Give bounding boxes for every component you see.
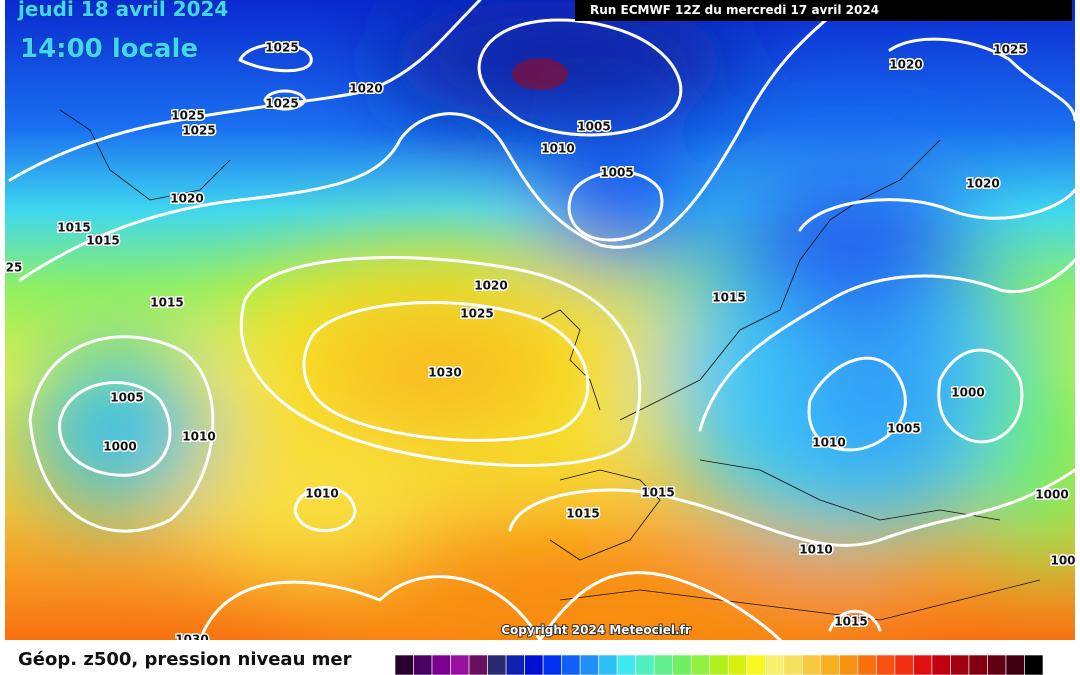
color-bar [394,654,1044,675]
color-swatch [1005,654,1025,675]
isobar-label: 1015 [834,615,867,629]
isobar-label: 1005 [887,422,920,436]
isobar-label: 1010 [541,142,574,156]
isobar-label: 100 [1050,554,1075,568]
isobar-label: 1030 [428,366,461,380]
isobar-label: 1025 [460,307,493,321]
isobar-label: 1000 [951,386,984,400]
color-swatch [857,654,877,675]
run-banner [575,0,1072,21]
isobar-label: 1015 [57,221,90,235]
isobar-label: 1005 [600,166,633,180]
run-label: Run ECMWF 12Z du mercredi 17 avril 2024 [590,3,879,17]
isobar-label: 1010 [305,487,338,501]
color-swatch [561,654,581,675]
color-swatch [505,654,525,675]
color-swatch [1024,654,1044,675]
date-label: jeudi 18 avril 2024 [17,0,228,21]
coastlines [59,109,1041,621]
isobar-label: 1025 [993,43,1026,57]
color-swatch [839,654,859,675]
color-swatch [542,654,562,675]
isobar-label: 1005 [577,120,610,134]
isobar-labels: 1025 1025 1020 1025 1025 1020 1015 1015 … [4,39,1077,648]
color-swatch [987,654,1007,675]
isobar-label: 1025 [265,41,298,55]
color-swatch [653,654,674,675]
color-swatch [450,654,470,675]
color-swatch [413,654,433,675]
isobar-label: 1000 [103,440,136,454]
color-swatch [746,654,766,675]
isobar-label: 1005 [110,391,143,405]
isobar-label: 1020 [966,177,999,191]
isobar-label: 1020 [349,82,382,96]
isobar-label: 1015 [712,291,745,305]
color-swatch [913,654,933,675]
color-swatch [950,654,970,675]
isobar-label: 1010 [812,436,845,450]
color-swatch [431,654,451,675]
color-swatch [894,654,914,675]
color-swatch [709,654,729,675]
isobar-label: 1025 [265,97,298,111]
color-swatch [468,654,488,675]
color-swatch [931,654,951,675]
color-swatch [672,654,692,675]
isobar-label: 1000 [1035,488,1068,502]
isobar-label: 1020 [170,192,203,206]
isobar-label: 1025 [171,109,204,123]
color-swatch [802,654,822,675]
isobar-label: 1020 [474,279,507,293]
color-swatch [524,654,544,675]
color-swatch [968,654,988,675]
color-swatch [394,654,414,675]
map-field [5,0,1075,640]
isobar-label: 1015 [150,296,183,310]
isobar-label: 1015 [641,486,674,500]
isobar-label: 1015 [86,234,119,248]
isobar-label: 1025 [182,124,215,138]
isobars [8,0,1075,640]
color-swatch [690,654,711,675]
color-swatch [579,654,599,675]
color-swatch [820,654,840,675]
isobar-label: 1020 [889,58,922,72]
time-label: 14:00 locale [20,34,198,64]
isobar-label: 1015 [566,507,599,521]
copyright: Copyright 2024 Meteociel.fr [501,623,691,637]
color-swatch [764,654,785,675]
color-swatch [876,654,896,675]
isobar-label: 25 [6,261,23,275]
color-swatch [635,654,655,675]
isobar-label: 1010 [182,430,215,444]
color-swatch [783,654,803,675]
legend-title: Géop. z500, pression niveau mer [18,649,352,670]
isobar-label: 1010 [799,543,832,557]
color-swatch [487,654,507,675]
color-swatch [616,654,636,675]
color-swatch [598,654,618,675]
color-swatch [727,654,748,675]
